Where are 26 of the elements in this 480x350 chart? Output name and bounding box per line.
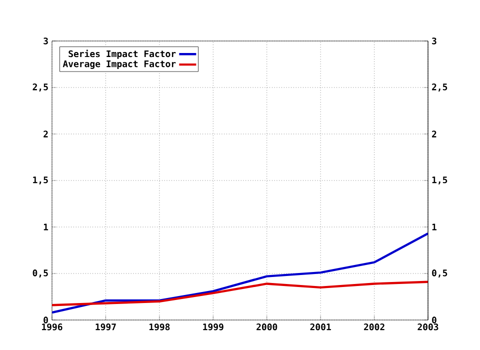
y2-tick-label: 1,5 (432, 176, 448, 184)
y2-tick-label: 0 (432, 316, 436, 324)
y2-tick-label: 2 (432, 130, 436, 138)
y2-tick-label: 0,5 (432, 270, 448, 278)
y-tick-label: 1 (44, 224, 48, 230)
y2-tick-label: 3 (432, 38, 436, 44)
x-tick-label: 2001 (310, 324, 331, 330)
x-tick-label: 1998 (149, 324, 170, 330)
legend-label: Average Impact Factor (62, 60, 176, 69)
y-tick-label: 0,5 (32, 270, 48, 278)
x-tick-label: 2002 (364, 324, 384, 330)
line-series (52, 280, 428, 306)
y-tick-label: 2,5 (32, 84, 48, 92)
x-tick-label: 1997 (96, 324, 116, 330)
x-tick-label: 2000 (256, 324, 278, 330)
y-tick-label: 3 (44, 38, 48, 44)
y-tick-label: 0 (44, 316, 48, 324)
y-tick-label: 1,5 (33, 176, 48, 184)
y2-tick-label: 2,5 (432, 84, 448, 92)
legend-label: Series Impact Factor (68, 50, 176, 59)
x-tick-label: 1996 (42, 324, 62, 330)
y-tick-label: 2 (44, 130, 48, 138)
line-series (52, 232, 428, 314)
y2-tick-label: 1 (432, 224, 436, 230)
x-tick-label: 1999 (203, 324, 224, 330)
x-tick-label: 2003 (418, 324, 438, 330)
